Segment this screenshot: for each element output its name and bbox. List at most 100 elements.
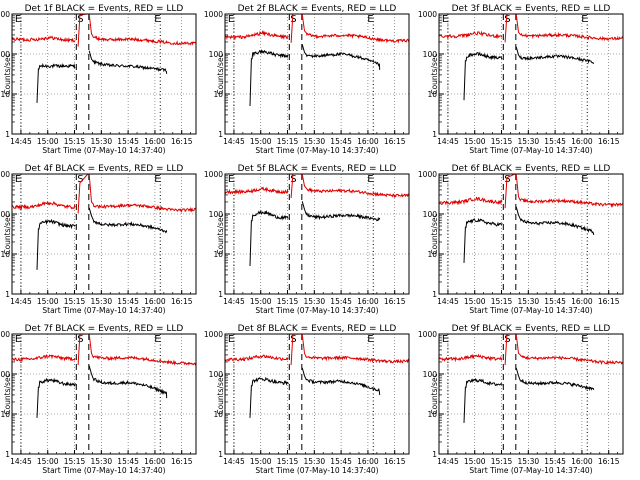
plot-frame: [224, 333, 410, 455]
lld-series-line: [515, 173, 624, 208]
x-axis-label: Start Time (07-May-10 14:37:40): [42, 466, 165, 475]
x-tick-label: 14:45: [437, 457, 459, 466]
events-series-line: [515, 206, 595, 235]
y-tick-label: 100: [209, 50, 224, 59]
detector-panel: Det 3f BLACK = Events, RED = LLD 14:45 15:…: [418, 4, 624, 155]
x-tick-label: 15:30: [91, 297, 113, 306]
y-axis-label: Counts/sec: [430, 53, 439, 94]
event-start-label: E: [15, 14, 21, 25]
x-tick-label: 15:30: [304, 457, 326, 466]
x-tick-label: 15:00: [250, 137, 272, 146]
x-tick-label: 15:45: [117, 457, 139, 466]
x-tick-label: 15:15: [491, 297, 513, 306]
panel-title: Det 7f BLACK = Events, RED = LLD: [25, 324, 184, 334]
event-start-label: E: [15, 334, 21, 345]
event-end-label: E: [154, 334, 160, 345]
x-tick-label: 16:00: [357, 297, 379, 306]
x-tick-label: 14:45: [10, 297, 32, 306]
event-end-label: E: [367, 14, 373, 25]
detector-panel: Det 6f BLACK = Events, RED = LLD 14:45 15:…: [418, 164, 624, 315]
x-tick-label: 16:15: [171, 137, 193, 146]
y-tick-label: 100: [423, 370, 438, 379]
y-tick-label: 10: [427, 250, 437, 259]
detector-panel: Det 1f BLACK = Events, RED = LLD 14:45 15:…: [0, 4, 197, 155]
y-axis-label: Counts/sec: [3, 373, 12, 414]
x-tick-label: 15:30: [518, 137, 540, 146]
x-tick-label: 14:45: [223, 137, 245, 146]
x-tick-label: 15:45: [544, 457, 566, 466]
lld-series-line: [224, 354, 289, 362]
x-tick-label: 15:30: [304, 297, 326, 306]
x-tick-label: 15:15: [64, 297, 86, 306]
events-series-line: [463, 217, 503, 263]
events-series-line: [249, 209, 289, 267]
lld-series-line: [515, 13, 624, 42]
panel-title: Det 5f BLACK = Events, RED = LLD: [238, 164, 397, 174]
events-series-line: [249, 376, 289, 418]
y-tick-label: 1000: [204, 170, 223, 179]
x-tick-label: 16:00: [144, 457, 166, 466]
x-tick-label: 16:15: [598, 297, 620, 306]
x-tick-label: 15:30: [91, 457, 113, 466]
y-axis-label: Counts/sec: [216, 53, 225, 94]
lld-series-line: [88, 333, 197, 366]
y-axis-label: Counts/sec: [430, 213, 439, 254]
y-tick-label: 10: [427, 90, 437, 99]
x-tick-label: 14:45: [437, 137, 459, 146]
x-tick-label: 15:00: [37, 297, 59, 306]
event-end-label: E: [154, 14, 160, 25]
x-tick-label: 15:15: [491, 457, 513, 466]
event-start-label: E: [15, 174, 21, 185]
x-tick-label: 15:15: [277, 137, 299, 146]
x-tick-label: 15:00: [464, 457, 486, 466]
x-axis-label: Start Time (07-May-10 14:37:40): [255, 146, 378, 155]
x-tick-label: 14:45: [437, 297, 459, 306]
lld-series-line: [224, 30, 289, 41]
events-series-line: [301, 44, 381, 70]
x-tick-label: 15:30: [304, 137, 326, 146]
panel-title: Det 8f BLACK = Events, RED = LLD: [238, 324, 397, 334]
lld-series-line: [11, 35, 76, 44]
y-tick-label: 1: [432, 450, 437, 459]
x-tick-label: 16:00: [357, 137, 379, 146]
x-tick-label: 15:30: [91, 137, 113, 146]
x-tick-label: 15:45: [544, 137, 566, 146]
x-tick-label: 15:45: [117, 297, 139, 306]
lld-series-line: [438, 353, 503, 363]
x-axis-label: Start Time (07-May-10 14:37:40): [42, 146, 165, 155]
events-series-line: [36, 62, 76, 103]
panel-title: Det 9f BLACK = Events, RED = LLD: [452, 324, 611, 334]
y-tick-label: 1: [5, 290, 10, 299]
x-tick-label: 15:30: [518, 457, 540, 466]
y-tick-label: 1: [218, 130, 223, 139]
y-tick-label: 1000: [204, 330, 223, 339]
x-tick-label: 15:15: [277, 297, 299, 306]
plot-frame: [224, 13, 410, 135]
y-tick-label: 10: [0, 410, 10, 419]
x-tick-label: 16:15: [598, 457, 620, 466]
y-tick-label: 10: [213, 410, 223, 419]
y-tick-label: 1: [218, 450, 223, 459]
event-start-label: E: [228, 14, 234, 25]
lld-series-line: [515, 333, 624, 365]
y-tick-label: 1000: [0, 170, 10, 179]
x-tick-label: 15:00: [464, 297, 486, 306]
events-series-line: [463, 378, 503, 423]
y-tick-label: 100: [423, 210, 438, 219]
lld-series-line: [11, 200, 76, 211]
x-tick-label: 15:00: [464, 137, 486, 146]
saa-start-label: S: [504, 174, 510, 185]
lld-series-line: [77, 173, 89, 214]
x-tick-label: 15:00: [250, 297, 272, 306]
events-series-line: [301, 367, 381, 395]
y-axis-label: Counts/sec: [3, 53, 12, 94]
lld-series-line: [224, 186, 289, 196]
x-tick-label: 15:45: [330, 457, 352, 466]
detector-panel: Det 2f BLACK = Events, RED = LLD 14:45 15:…: [204, 4, 410, 155]
saa-start-label: S: [504, 334, 510, 345]
y-tick-label: 100: [0, 50, 10, 59]
y-tick-label: 100: [423, 50, 438, 59]
saa-start-label: S: [290, 334, 296, 345]
detector-panel: Det 9f BLACK = Events, RED = LLD 14:45 15:…: [418, 324, 624, 475]
